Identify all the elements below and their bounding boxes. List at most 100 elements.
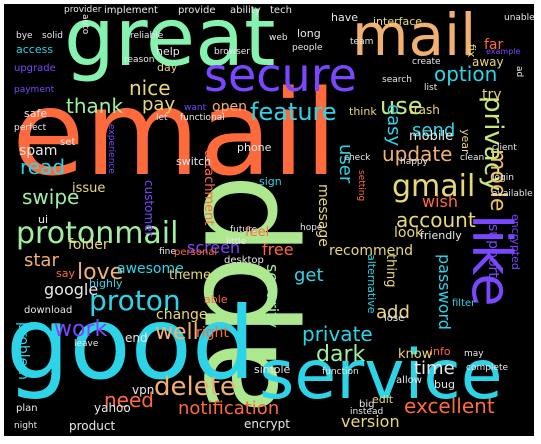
cloud-word: wish xyxy=(422,192,459,211)
cloud-word: instead xyxy=(350,407,384,417)
cloud-word: say xyxy=(56,267,75,280)
cloud-word: payment xyxy=(14,85,55,95)
cloud-word: recommend xyxy=(329,243,413,259)
cloud-word: awesome xyxy=(117,261,184,277)
cloud-word: need xyxy=(104,388,154,412)
cloud-word: example xyxy=(486,47,521,56)
cloud-word: tech xyxy=(270,5,292,16)
cloud-word: list xyxy=(424,83,438,93)
cloud-word: ad xyxy=(514,66,524,78)
cloud-word: end xyxy=(125,331,148,345)
cloud-word: simple xyxy=(254,363,291,376)
cloud-word: browser xyxy=(214,47,251,57)
cloud-word: create xyxy=(412,57,441,67)
cloud-word: functional xyxy=(180,113,225,123)
cloud-word: use xyxy=(380,92,423,120)
cloud-word: sign xyxy=(259,175,282,188)
cloud-word: update xyxy=(382,142,453,166)
cloud-word: people xyxy=(292,43,323,53)
cloud-word: far xyxy=(484,37,504,53)
cloud-word: complete xyxy=(466,363,509,373)
cloud-word: email xyxy=(12,64,338,202)
cloud-word: have xyxy=(331,11,358,24)
cloud-word: highly xyxy=(89,277,123,290)
cloud-word: switch xyxy=(176,155,212,168)
cloud-word: ability xyxy=(230,5,261,16)
cloud-word: account xyxy=(396,208,476,232)
cloud-word: mode xyxy=(485,149,510,212)
cloud-word: nice xyxy=(129,76,171,100)
cloud-word: customer xyxy=(142,180,156,237)
cloud-word: night xyxy=(14,421,38,431)
cloud-word: access xyxy=(16,43,54,56)
cloud-word: bye xyxy=(16,31,33,41)
cloud-word: provide xyxy=(178,5,216,16)
cloud-word: safe xyxy=(24,107,48,120)
cloud-word: thank xyxy=(66,94,124,118)
cloud-word: phone xyxy=(237,141,272,154)
cloud-word: client xyxy=(492,143,517,153)
cloud-word: future xyxy=(230,225,258,235)
cloud-word: private xyxy=(302,322,373,346)
cloud-word: pay xyxy=(142,94,176,115)
cloud-word: google xyxy=(44,280,99,299)
cloud-word: provider xyxy=(64,5,102,15)
cloud-word: delete xyxy=(154,372,236,402)
cloud-word: read xyxy=(20,155,66,179)
cloud-word: personal xyxy=(174,247,218,258)
cloud-word: available xyxy=(492,189,533,199)
cloud-word: feature xyxy=(250,98,337,126)
cloud-word: auto xyxy=(80,14,90,35)
cloud-word: search xyxy=(382,75,412,85)
cloud-word: think xyxy=(349,105,377,118)
cloud-word: want xyxy=(184,103,207,113)
cloud-word: trash xyxy=(409,103,440,117)
cloud-word: clean xyxy=(460,153,485,163)
cloud-word: option xyxy=(434,62,498,86)
cloud-word: issue xyxy=(72,181,106,196)
cloud-word: folder xyxy=(68,237,109,253)
cloud-word: love xyxy=(77,260,124,285)
cloud-word: bug xyxy=(434,378,455,391)
cloud-word: work xyxy=(54,317,108,342)
cloud-word: right xyxy=(196,325,229,341)
cloud-word: team xyxy=(350,37,374,47)
cloud-word: plan xyxy=(16,403,38,414)
cloud-word: little xyxy=(226,237,247,247)
cloud-word: well xyxy=(155,320,199,345)
cloud-word: great xyxy=(64,4,276,84)
cloud-word: ui xyxy=(38,213,49,226)
cloud-word: leave xyxy=(74,339,99,349)
cloud-word: get xyxy=(294,265,324,286)
cloud-word: thing xyxy=(383,254,398,288)
cloud-word: product xyxy=(69,419,116,433)
cloud-word: add xyxy=(376,302,410,323)
cloud-word: away xyxy=(472,55,504,69)
cloud-word: theme xyxy=(169,268,211,283)
cloud-word: mobile xyxy=(409,129,454,144)
cloud-word: download xyxy=(24,305,73,316)
cloud-word: implement xyxy=(104,5,158,16)
cloud-word: solid xyxy=(42,31,63,41)
cloud-word: lose xyxy=(384,313,405,324)
cloud-word: check xyxy=(344,153,371,163)
cloud-word: happy xyxy=(400,157,428,167)
cloud-word: message xyxy=(315,184,331,247)
cloud-word: password xyxy=(435,254,454,330)
cloud-word: support xyxy=(485,224,501,278)
cloud-word: login xyxy=(492,173,514,183)
cloud-word: easy xyxy=(383,104,404,147)
cloud-word: alternative xyxy=(365,254,378,314)
cloud-word: like xyxy=(460,214,523,307)
cloud-word: unable xyxy=(504,13,534,23)
cloud-word: star xyxy=(24,250,59,271)
cloud-word: long xyxy=(297,27,321,40)
cloud-word: day xyxy=(157,61,178,74)
cloud-word: reliable xyxy=(130,31,164,41)
cloud-word: open xyxy=(212,99,247,115)
cloud-word: screen xyxy=(187,238,241,257)
cloud-word: service xyxy=(259,336,503,415)
cloud-word: free xyxy=(262,240,294,259)
word-cloud: email app good great service mail secure… xyxy=(4,4,534,436)
cloud-word: secure xyxy=(204,48,357,102)
